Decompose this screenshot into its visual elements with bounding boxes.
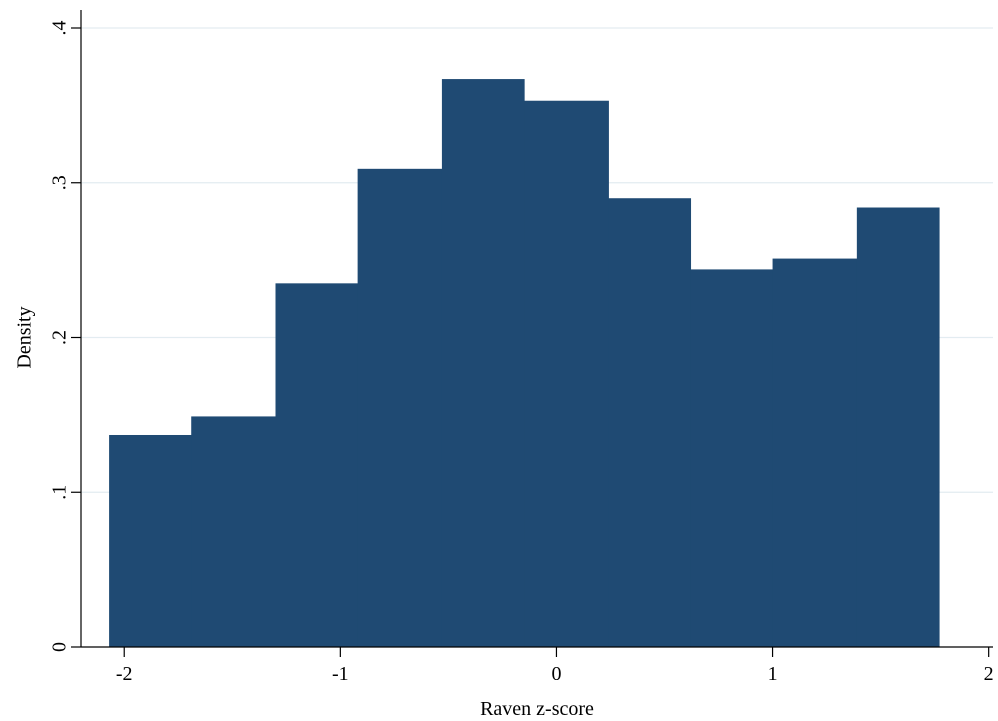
histogram-bars	[109, 79, 940, 648]
axes	[80, 10, 993, 648]
tick-marks-and-labels: -2 -1 0 1 2 0 .1 .2 .3 .4	[49, 21, 994, 686]
histogram-bar-6	[608, 198, 692, 647]
histogram-bar-5	[524, 100, 609, 648]
y-tick-label-3: .3	[49, 175, 71, 190]
histogram-bar-7	[690, 269, 774, 647]
histogram-bar-0	[109, 434, 192, 647]
histogram-bar-8	[772, 258, 858, 647]
y-axis-title: Density	[14, 306, 36, 368]
x-tick-label-1: -1	[332, 663, 349, 685]
x-tick-label-0: -2	[116, 663, 133, 685]
x-axis-title: Raven z-score	[480, 698, 594, 720]
histogram-bar-2	[275, 283, 359, 647]
y-tick-label-4: .4	[49, 21, 71, 36]
x-tick-label-2: 0	[551, 663, 561, 685]
y-tick-label-2: .2	[49, 330, 71, 345]
histogram-bar-4	[441, 79, 525, 647]
x-tick-label-3: 1	[768, 663, 778, 685]
histogram-bar-1	[191, 416, 277, 647]
y-tick-label-1: .1	[49, 485, 71, 500]
histogram-bar-9	[856, 207, 940, 647]
x-tick-label-4: 2	[984, 663, 994, 685]
y-tick-label-0: 0	[49, 642, 71, 652]
histogram-bar-3	[357, 168, 443, 647]
